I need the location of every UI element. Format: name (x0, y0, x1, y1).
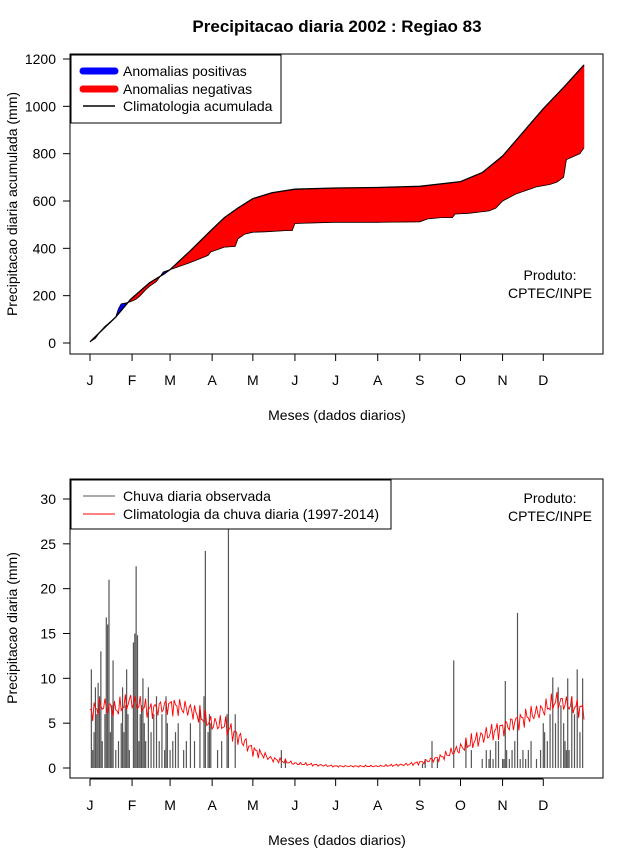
climatology-daily-line (89, 691, 585, 768)
bottom-annotation-line2: CPTEC/INPE (508, 508, 592, 524)
bottom-x-tick-label: J (332, 797, 339, 813)
top-x-tick-label: M (164, 372, 176, 388)
bottom-x-tick-label: M (247, 797, 259, 813)
observed-cumulative-line (89, 147, 585, 343)
top-y-tick-label: 200 (33, 288, 57, 304)
bottom-annotation-line1: Produto: (524, 490, 577, 506)
top-y-tick-label: 0 (48, 335, 56, 351)
top-legend: Anomalias positivas Anomalias negativas … (70, 54, 282, 124)
legend-label-positive: Anomalias positivas (123, 63, 247, 79)
bottom-y-tick-label: 15 (40, 626, 56, 642)
bottom-x-tick-label: A (207, 797, 217, 813)
top-x-tick-label: J (332, 372, 339, 388)
top-y-tick-label: 400 (33, 240, 57, 256)
legend-label-climatology-daily: Climatologia da chuva diaria (1997-2014) (123, 506, 379, 522)
cumulative-precipitation-plot: 0 200 400 600 800 1000 1200 J F M A M J J A S O N D Meses… (4, 51, 604, 423)
top-y-tick-label: 1200 (25, 51, 56, 67)
top-x-tick-label: J (291, 372, 298, 388)
bottom-y-tick-label: 20 (40, 581, 56, 597)
bottom-x-tick-label: J (87, 797, 94, 813)
top-x-tick-label: A (207, 372, 217, 388)
bottom-x-tick-label: S (415, 797, 424, 813)
daily-rain-bars (90, 516, 584, 768)
top-x-tick-label: J (87, 372, 94, 388)
top-x-tick-label: M (247, 372, 259, 388)
top-y-tick-label: 600 (33, 193, 57, 209)
bottom-x-tick-label: N (498, 797, 508, 813)
bottom-legend: Chuva diaria observada Climatologia da c… (70, 479, 392, 530)
top-y-tick-label: 800 (33, 146, 57, 162)
negative-anomaly-area-3 (129, 276, 160, 303)
bottom-legend-box (70, 479, 392, 530)
top-x-tick-label: O (455, 372, 466, 388)
top-y-tick-label: 1000 (25, 98, 56, 114)
bottom-y-tick-label: 25 (40, 536, 56, 552)
top-y-axis: 0 200 400 600 800 1000 1200 (25, 51, 71, 351)
top-annotation-line1: Produto: (524, 267, 577, 283)
bottom-x-tick-label: A (373, 797, 383, 813)
top-x-tick-label: N (498, 372, 508, 388)
bottom-y-tick-label: 10 (40, 670, 56, 686)
bottom-y-tick-label: 30 (40, 491, 56, 507)
top-annotation-line2: CPTEC/INPE (508, 285, 592, 301)
top-x-tick-label: F (128, 372, 137, 388)
bottom-y-axis: 0 5 10 15 20 25 30 (40, 491, 71, 776)
top-y-axis-label: Precipitacao diaria acumulada (mm) (4, 92, 20, 316)
bottom-y-tick-label: 5 (48, 715, 56, 731)
top-x-tick-label: D (538, 372, 548, 388)
top-x-axis-label: Meses (dados diarios) (268, 407, 406, 423)
climatology-line-group (89, 691, 585, 768)
bottom-x-tick-label: D (538, 797, 548, 813)
top-x-tick-label: S (415, 372, 424, 388)
cumulative-lines (89, 64, 585, 343)
bottom-x-tick-label: M (164, 797, 176, 813)
legend-label-observed: Chuva diaria observada (123, 488, 271, 504)
bottom-y-axis-label: Precipitacao diaria (mm) (4, 552, 20, 704)
chart-title: Precipitacao diaria 2002 : Regiao 83 (192, 17, 481, 36)
bottom-x-axis-label: Meses (dados diarios) (268, 832, 406, 848)
bottom-x-tick-label: F (128, 797, 137, 813)
legend-label-negative: Anomalias negativas (123, 81, 252, 97)
legend-label-climatology: Climatologia acumulada (123, 98, 273, 114)
climatology-cumulative-line (89, 64, 585, 343)
top-x-tick-label: A (373, 372, 383, 388)
bottom-y-tick-label: 0 (48, 760, 56, 776)
daily-precipitation-plot: 0 5 10 15 20 25 30 J F M A M J J A S O N D Meses (dados d… (4, 478, 604, 848)
bottom-x-tick-label: O (455, 797, 466, 813)
bottom-x-tick-label: J (291, 797, 298, 813)
